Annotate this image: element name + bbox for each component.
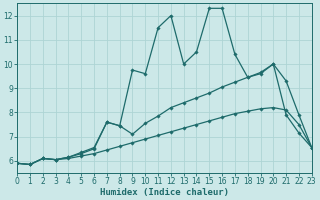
X-axis label: Humidex (Indice chaleur): Humidex (Indice chaleur) <box>100 188 229 197</box>
